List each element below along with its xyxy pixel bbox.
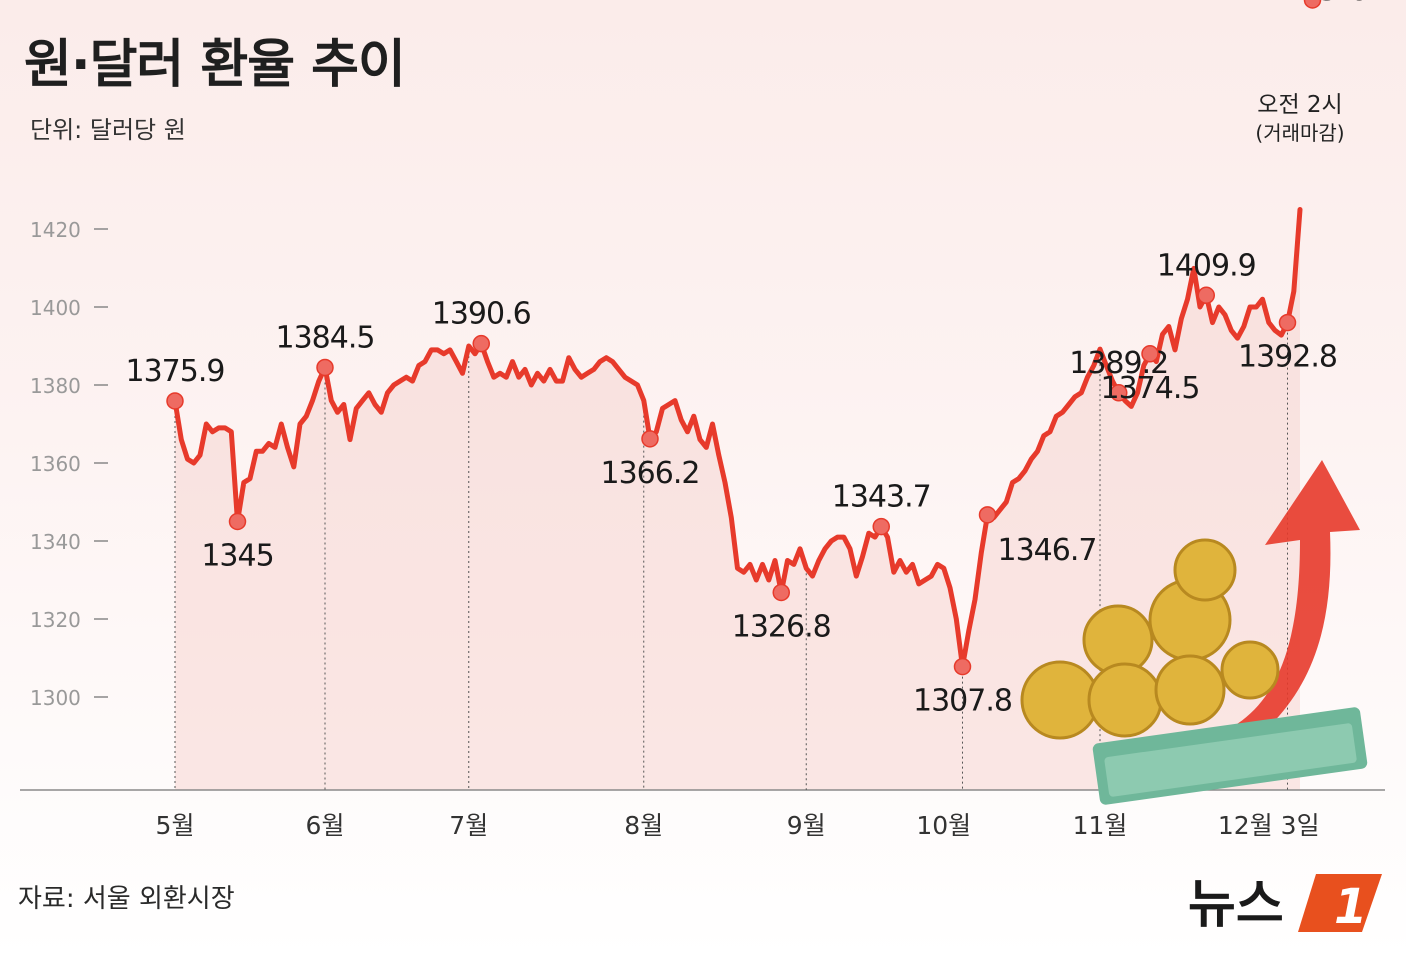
data-label: 1326.8	[732, 609, 831, 644]
x-tick-label: 5월	[156, 811, 195, 840]
data-label: 1375.9	[126, 354, 225, 389]
y-tick-label: 1360	[30, 452, 81, 476]
data-label: 1346.7	[998, 533, 1097, 568]
news1-logo: 뉴스 1	[1188, 874, 1382, 935]
chart-title: 원·달러 환율 추이	[24, 35, 406, 95]
data-point-marker	[872, 517, 890, 536]
data-label: 1392.8	[1238, 340, 1337, 375]
logo-text: 뉴스	[1188, 875, 1284, 935]
coin-icon	[1087, 662, 1163, 738]
y-tick-label: 1400	[30, 296, 81, 320]
area-fill	[175, 209, 1300, 790]
x-tick-label: 11월	[1073, 811, 1128, 840]
y-tick-label: 1300	[30, 686, 81, 710]
data-point-marker	[166, 392, 184, 410]
data-label: 1384.5	[276, 320, 375, 355]
banknote-icon	[1104, 723, 1357, 797]
y-tick-label: 1340	[30, 530, 81, 554]
data-point-marker	[1303, 0, 1322, 9]
data-point-marker	[1197, 286, 1215, 305]
data-point-marker	[1141, 345, 1159, 363]
coin-icon	[1154, 654, 1226, 726]
coin-icon	[1173, 538, 1237, 602]
data-label: 1345	[201, 539, 273, 574]
logo-mark: 1	[1334, 879, 1367, 935]
data-point-marker	[1278, 313, 1297, 332]
x-tick-label: 9월	[787, 811, 826, 840]
data-point-marker	[1110, 384, 1128, 402]
last-point-note: (거래마감)	[1255, 121, 1344, 145]
x-tick-label: 12월 3일	[1218, 811, 1320, 840]
y-tick-label: 1320	[30, 608, 81, 632]
data-point-marker	[316, 358, 334, 377]
data-label: 1425.0	[1256, 0, 1369, 9]
logo-badge-icon	[1298, 874, 1382, 932]
data-point-marker	[978, 506, 997, 524]
last-point-note: 오전 2시	[1257, 92, 1342, 118]
money-arrow-icon	[1020, 460, 1368, 805]
x-tick-label: 8월	[624, 811, 663, 840]
data-label: 1374.5	[1101, 371, 1200, 406]
data-label: 1390.6	[432, 297, 531, 332]
coin-icon	[1020, 660, 1100, 740]
data-point-marker	[953, 657, 972, 676]
data-label: 1409.9	[1157, 248, 1256, 283]
x-tick-label: 7월	[449, 811, 488, 840]
series-line	[172, 207, 1303, 670]
x-tick-label: 10월	[916, 811, 971, 840]
unit-label: 단위: 달러당 원	[30, 116, 186, 144]
y-tick-label: 1380	[30, 374, 81, 398]
y-tick-label: 1420	[30, 218, 81, 242]
x-tick-label: 6월	[306, 811, 345, 840]
data-point-marker	[228, 512, 247, 531]
data-label: 1307.8	[913, 684, 1012, 719]
coin-icon	[1220, 640, 1280, 700]
data-point-marker	[472, 334, 490, 353]
data-point-marker	[641, 430, 659, 448]
source-label: 자료: 서울 외환시장	[18, 884, 235, 914]
arrow-up-icon	[1200, 460, 1360, 770]
data-label: 1366.2	[601, 456, 700, 491]
data-point-marker	[772, 583, 790, 602]
data-label: 1343.7	[832, 480, 931, 515]
